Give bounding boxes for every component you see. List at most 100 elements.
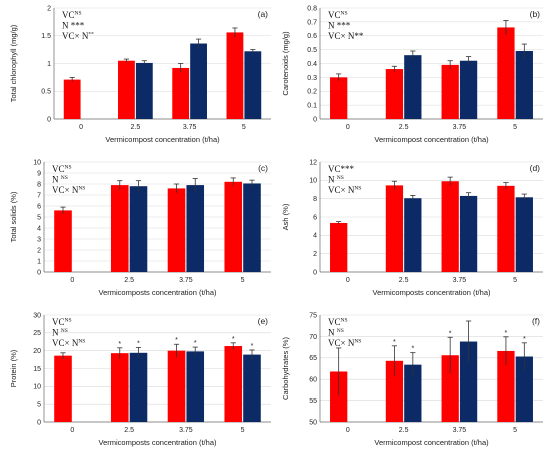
y-tick-label: 75 [309, 312, 317, 319]
y-tick-label: 70 [309, 334, 317, 341]
y-tick-label: 6 [313, 214, 317, 221]
bar [172, 67, 190, 119]
x-tick-label: 0 [346, 277, 350, 284]
stats-significance: ** [88, 32, 94, 38]
chart-panel: 0 2 4 6 8 10 12 0 2.5 3.75 5 Vermicomposts concentr… [281, 159, 543, 297]
bar [129, 352, 148, 422]
y-tick-label: 0.1 [307, 103, 317, 110]
panel-letter: (b) [530, 9, 541, 19]
bar [459, 341, 478, 422]
x-tick-label: 5 [241, 277, 245, 284]
y-tick-label: 65 [309, 355, 317, 362]
chart-panel: 0 0.1 0.2 0.3 0.4 0.5 0.6 0.7 0.8 0 2.5 3.75 5 Vermic… [281, 5, 543, 144]
chart-panel: 0 0.5 1 1.5 2 0 2.5 3.75 5 Vermicompost concentra… [9, 5, 271, 144]
stats-effect: VC× N [62, 31, 89, 41]
y-axis-title: Total solids (%) [9, 191, 18, 242]
bar [226, 32, 244, 119]
y-axis-title: Carbohydrates (%) [281, 337, 290, 400]
stats-significance: NS [341, 11, 348, 17]
stats-line: VCNS [52, 164, 72, 174]
y-axis-title: Ash (%) [281, 203, 290, 230]
bar [404, 55, 422, 119]
bar [54, 210, 72, 272]
x-tick-label: 5 [513, 427, 517, 434]
bar [497, 27, 515, 119]
y-tick-label: 0 [47, 116, 51, 123]
y-tick-label: 50 [309, 419, 317, 426]
x-tick-label: 5 [513, 124, 517, 131]
bar [186, 185, 205, 272]
stats-significance: NS [354, 339, 361, 345]
bar [224, 346, 243, 422]
y-tick-label: 1.5 [41, 33, 51, 40]
y-tick-label: 1 [37, 258, 41, 265]
bar [404, 364, 422, 422]
bar [497, 350, 515, 422]
y-tick-label: 6 [37, 203, 41, 210]
panel-letter: (a) [258, 9, 269, 19]
stats-significance: NS [337, 175, 344, 181]
bar [110, 353, 129, 422]
bar [515, 51, 533, 120]
chart-panel: 50 55 60 65 70 75 0 2.5 * * 3.75 * 5 * * Vermicompost c… [281, 312, 543, 447]
y-tick-label: 0.2 [307, 89, 317, 96]
x-tick-label: 2.5 [399, 124, 409, 131]
bar [441, 64, 459, 119]
stats-significance: NS [78, 186, 85, 192]
y-tick-label: 55 [309, 398, 317, 405]
x-tick-label: 0 [79, 124, 83, 131]
x-tick-label: 3.75 [453, 277, 467, 284]
x-axis-title: Vermicompost concentration (t/ha) [374, 135, 489, 144]
stats-effect: N [52, 328, 61, 338]
stats-line: VCNS [62, 10, 82, 20]
stats-line: VCNS [328, 10, 348, 20]
x-axis-title: Vermicomposts concentration (t/ha) [99, 438, 217, 447]
y-tick-label: 0 [37, 419, 41, 426]
stats-effect: N *** [62, 21, 85, 31]
x-tick-label: 3.75 [179, 427, 193, 434]
x-tick-label: 0 [70, 277, 74, 284]
panel-letter: (c) [258, 163, 268, 173]
stats-significance: NS [65, 318, 72, 324]
bar [167, 188, 186, 272]
stats-effect: N [328, 175, 337, 185]
y-tick-label: 5 [37, 214, 41, 221]
stats-effect: VC*** [328, 164, 355, 174]
significance-mark: * [449, 330, 452, 337]
significance-mark: * [118, 341, 121, 348]
x-tick-label: 3.75 [453, 124, 467, 131]
stats-significance: NS [75, 11, 82, 17]
bar [459, 60, 478, 119]
bar [441, 181, 459, 272]
bar [385, 69, 404, 119]
bar [118, 60, 135, 119]
panel-letter: (f) [532, 316, 540, 326]
significance-mark: * [175, 337, 178, 344]
stats-effect: VC× N [52, 185, 79, 195]
y-tick-label: 0.3 [307, 75, 317, 82]
stats-effect: VC [328, 317, 341, 327]
stats-significance: NS [341, 318, 348, 324]
bar [385, 360, 404, 422]
x-axis-title: Vermicompost concentration (t/ha) [374, 438, 489, 447]
stats-line: N NS [328, 328, 344, 338]
significance-mark: * [137, 340, 140, 347]
bar [167, 350, 186, 422]
x-tick-label: 3.75 [183, 124, 197, 131]
stats-significance: NS [61, 328, 68, 334]
stats-line: N NS [328, 175, 344, 185]
significance-mark: * [523, 336, 526, 343]
y-tick-label: 8 [313, 196, 317, 203]
bar [404, 198, 422, 272]
x-tick-label: 5 [242, 124, 246, 131]
bar [243, 354, 261, 422]
panel-letter: (d) [530, 163, 541, 173]
stats-line: N *** [328, 21, 351, 31]
stats-line: N NS [52, 328, 68, 338]
y-tick-label: 3 [37, 236, 41, 243]
stats-effect: N *** [328, 21, 351, 31]
bar [190, 43, 207, 119]
x-tick-label: 2.5 [399, 277, 409, 284]
y-tick-label: 0.7 [307, 19, 317, 26]
bar [135, 62, 153, 119]
